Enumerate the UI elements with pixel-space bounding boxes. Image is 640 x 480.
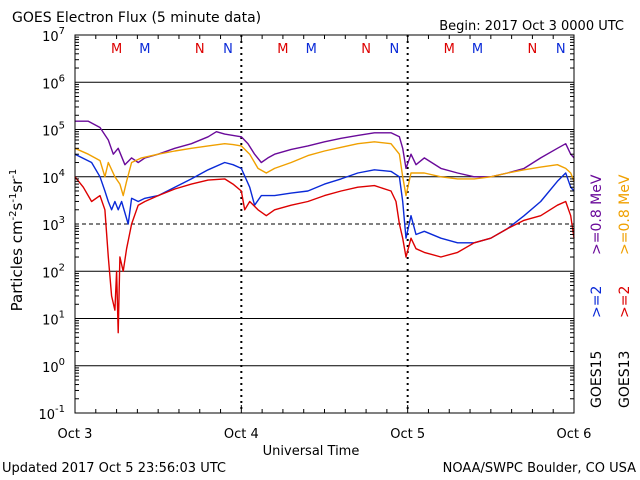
y-axis-label-exp3: -1 [8, 169, 19, 179]
marker-label: N [389, 42, 399, 57]
y-tick-exponent: 1 [59, 310, 65, 321]
side-legend-label: >=2 [617, 286, 633, 318]
updated-timestamp: Updated 2017 Oct 5 23:56:03 UTC [2, 461, 226, 476]
series-line [74, 176, 575, 334]
marker-label: M [139, 42, 150, 57]
marker-label: N [223, 42, 233, 57]
chart-title: GOES Electron Flux (5 minute data) [12, 10, 261, 26]
y-tick-base: 10 [42, 172, 59, 187]
marker-label: M [111, 42, 122, 57]
y-tick-base: 10 [42, 266, 59, 281]
y-tick-label: 104 [42, 168, 65, 187]
y-axis-label-part3: sr [8, 178, 26, 193]
side-legend: >=0.8 MeV >=0.8 MeV >=2 >=2 GOES15 GOES13 [589, 174, 633, 408]
marker-label: M [277, 42, 288, 57]
y-tick-label: 106 [42, 73, 65, 92]
y-tick-exponent: 6 [59, 73, 65, 84]
marker-label: M [472, 42, 483, 57]
marker-label: N [556, 42, 566, 57]
y-tick-exponent: 7 [59, 26, 65, 37]
series-line [74, 141, 575, 197]
y-tick-label: 105 [42, 121, 65, 140]
y-axis-label-exp1: -2 [8, 210, 19, 220]
marker-label: N [361, 42, 371, 57]
x-tick-label-layer: Oct 3 Oct 4 Oct 5 Oct 6 [58, 35, 592, 442]
y-axis-label: Particles cm-2s-1sr-1 [8, 169, 26, 312]
y-tick-exponent: 5 [59, 121, 65, 132]
side-legend-label: >=2 [589, 286, 605, 318]
marker-label: N [528, 42, 538, 57]
grid-layer [75, 81, 574, 367]
y-tick-base: 10 [42, 361, 59, 376]
y-tick-label: 102 [42, 262, 65, 281]
y-tick-base: 10 [42, 77, 59, 92]
y-tick-exponent: 4 [59, 168, 65, 179]
side-legend-label: >=0.8 MeV [589, 174, 605, 255]
y-tick-exponent: -1 [55, 404, 65, 415]
x-axis-label: Universal Time [263, 444, 360, 459]
x-tick-label: Oct 3 [58, 427, 93, 442]
y-axis-label-exp2: -1 [8, 193, 19, 203]
begin-time: Begin: 2017 Oct 3 0000 UTC [439, 19, 624, 34]
y-axis-label-part2: s [8, 202, 26, 210]
marker-label: M [306, 42, 317, 57]
marker-label: M [444, 42, 455, 57]
credit-text: NOAA/SWPC Boulder, CO USA [443, 461, 636, 476]
series-layer [74, 120, 575, 334]
side-legend-label: GOES13 [617, 351, 633, 408]
y-tick-base: 10 [42, 314, 59, 329]
y-axis-label-part1: Particles cm [8, 220, 26, 311]
marker-label: N [195, 42, 205, 57]
y-tick-base: 10 [42, 30, 59, 45]
x-tick-label: Oct 6 [557, 427, 592, 442]
y-tick-exponent: 0 [59, 357, 65, 368]
y-tick-exponent: 2 [59, 262, 65, 273]
x-tick-label: Oct 5 [390, 427, 425, 442]
y-tick-base: 10 [38, 408, 55, 423]
side-legend-label: GOES15 [589, 351, 605, 408]
y-tick-base: 10 [42, 219, 59, 234]
x-tick-label: Oct 4 [224, 427, 259, 442]
side-legend-label: >=0.8 MeV [617, 174, 633, 255]
y-tick-label: 101 [42, 310, 65, 329]
y-tick-label: 107 [42, 26, 65, 45]
y-tick-base: 10 [42, 125, 59, 140]
y-tick-label: 100 [42, 357, 65, 376]
y-tick-label: 10-1 [38, 404, 65, 423]
y-tick-label: 103 [42, 215, 65, 234]
y-tick-exponent: 3 [59, 215, 65, 226]
